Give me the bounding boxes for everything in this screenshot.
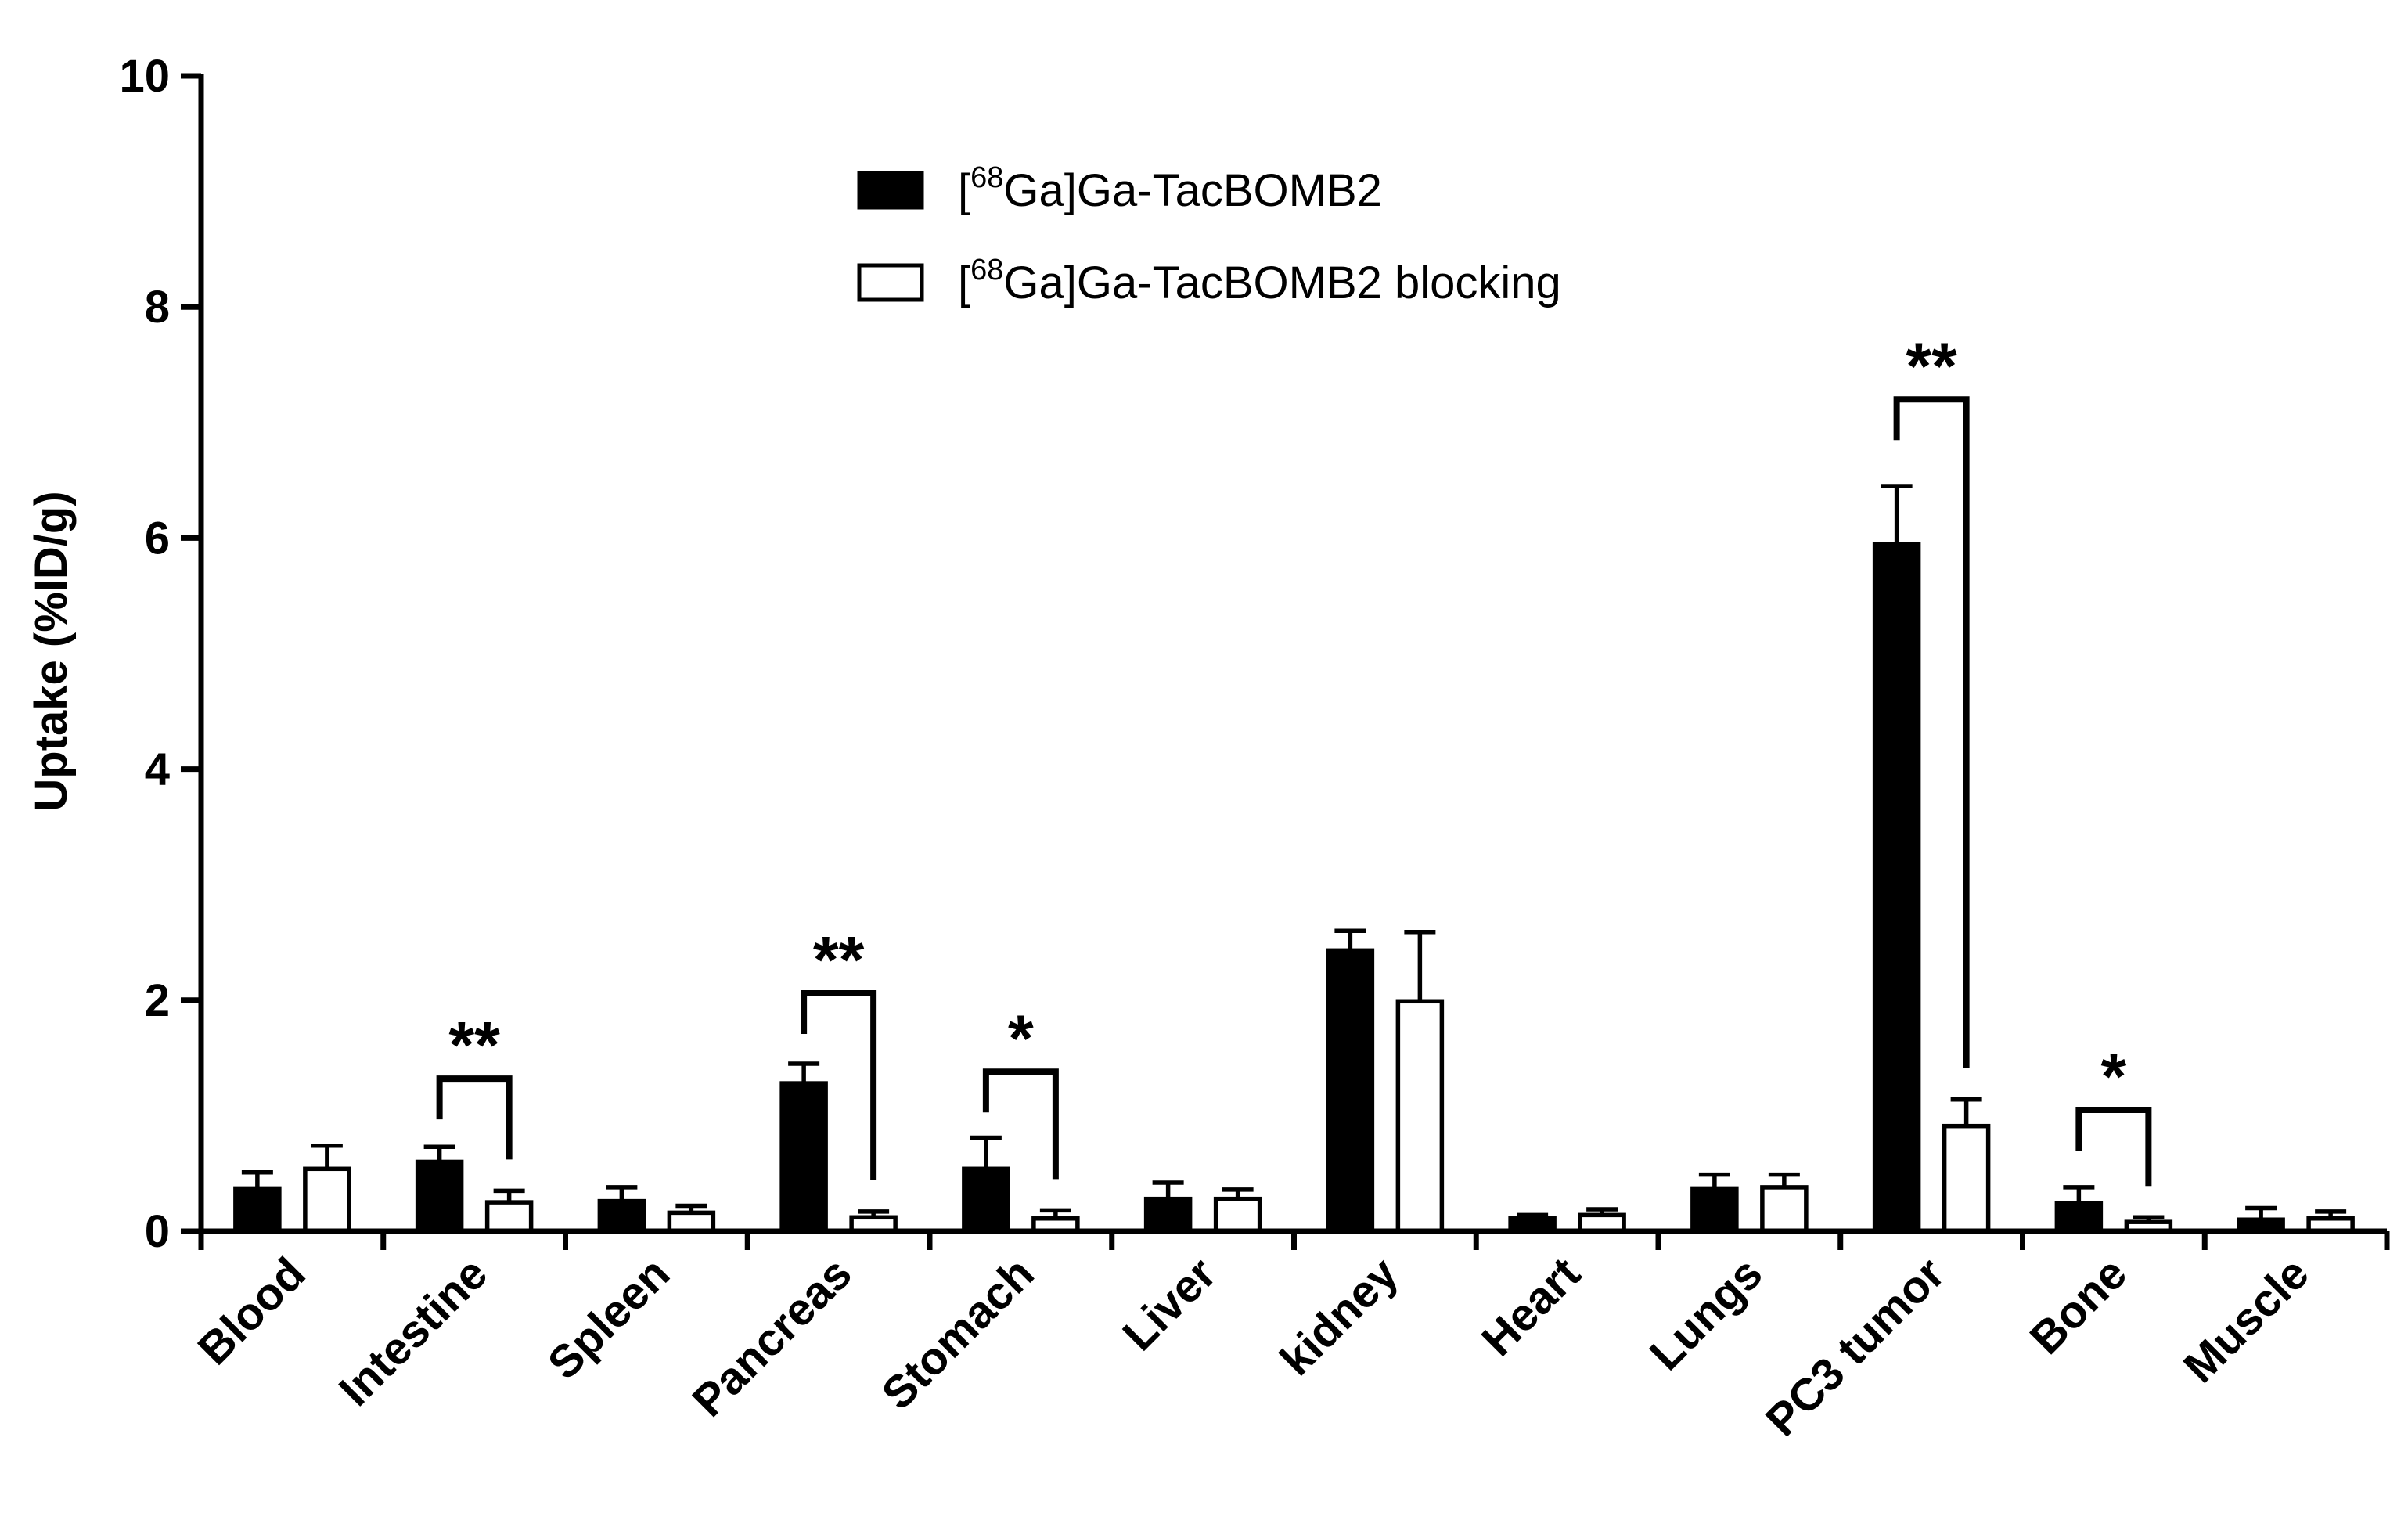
legend-label-text: Ga]Ga-TacBOMB2: [1003, 165, 1381, 216]
significance-layer: ********: [436, 329, 2152, 1187]
significance-bracket: [982, 1068, 1059, 1180]
y-tick-label: 4: [145, 744, 170, 795]
y-tick-label: 10: [119, 51, 170, 102]
bar: [2054, 1201, 2104, 1234]
bar: [779, 1081, 828, 1234]
x-category-label: Muscle: [2174, 1248, 2319, 1392]
legend-label-bracket: [: [958, 258, 970, 308]
legend-label-text: Ga]Ga-TacBOMB2 blocking: [1003, 258, 1560, 308]
legend-label-bracket: [: [958, 165, 970, 216]
x-category-label: Spleen: [538, 1248, 679, 1389]
legend: [68Ga]Ga-TacBOMB2[68Ga]Ga-TacBOMB2 block…: [857, 161, 1561, 308]
bar: [597, 1198, 646, 1234]
bar: [484, 1200, 534, 1234]
legend-label: [68Ga]Ga-TacBOMB2: [958, 161, 1382, 216]
bar: [1326, 948, 1375, 1234]
bar: [1760, 1185, 1809, 1234]
y-tick-label: 6: [145, 513, 170, 564]
significance-label: *: [1008, 1001, 1034, 1075]
legend-label-superscript: 68: [970, 254, 1003, 286]
legend-swatch: [857, 263, 924, 302]
significance-bracket: [436, 1075, 513, 1160]
x-category-label: Bone: [2021, 1248, 2136, 1363]
x-category-label: Stomach: [872, 1248, 1043, 1419]
error-bars-layer: [241, 484, 2347, 1223]
bar: [1395, 999, 1445, 1234]
bar: [962, 1166, 1010, 1234]
legend-label: [68Ga]Ga-TacBOMB2 blocking: [958, 254, 1561, 308]
x-category-label: Blood: [188, 1248, 315, 1374]
x-category-label: Lungs: [1640, 1248, 1773, 1380]
x-category-label: kidney: [1270, 1248, 1408, 1385]
significance-label: **: [813, 923, 865, 996]
x-category-label: Pancreas: [682, 1248, 861, 1426]
x-category-label: Intestine: [329, 1248, 498, 1416]
bar: [1942, 1123, 1991, 1234]
significance-label: *: [2101, 1039, 2127, 1113]
x-category-label: Heart: [1472, 1248, 1590, 1366]
significance-bracket: [1893, 396, 1970, 1068]
bar: [1143, 1196, 1193, 1234]
legend-label-superscript: 68: [970, 161, 1003, 194]
x-category-label: PC3 tumor: [1756, 1248, 1954, 1446]
bar: [1690, 1186, 1739, 1234]
y-tick-label: 8: [145, 282, 170, 333]
y-tick-label: 2: [145, 975, 170, 1026]
significance-bracket: [801, 989, 877, 1180]
significance-label: **: [1906, 329, 1957, 402]
x-category-label: Liver: [1113, 1248, 1226, 1360]
bar: [233, 1186, 282, 1234]
bars-layer: [233, 542, 2355, 1234]
bar: [415, 1159, 464, 1234]
significance-label: **: [448, 1008, 500, 1082]
bar: [1213, 1196, 1262, 1234]
bar: [667, 1210, 716, 1234]
bar: [303, 1166, 351, 1234]
bar: [1872, 542, 1921, 1234]
y-axis-title: Uptake (%ID/g): [26, 491, 77, 811]
significance-bracket: [2075, 1107, 2152, 1187]
y-tick-label: 0: [145, 1206, 170, 1257]
legend-swatch: [857, 171, 924, 210]
